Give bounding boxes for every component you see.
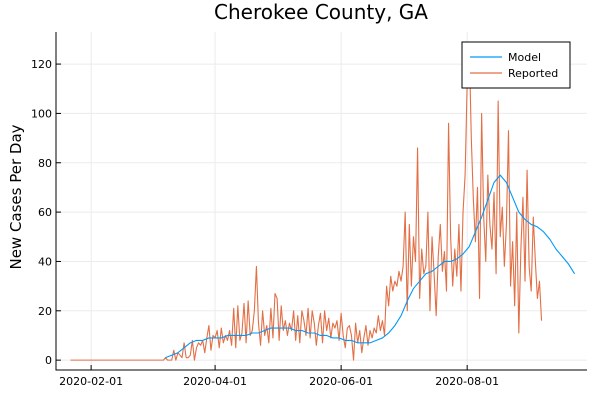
- y-tick-label: 120: [31, 58, 52, 71]
- series-model-line: [165, 174, 576, 359]
- legend-label-reported: Reported: [508, 67, 558, 80]
- y-tick-label: 80: [38, 157, 52, 170]
- series-layer: [70, 43, 576, 361]
- legend-box: [461, 41, 571, 89]
- legend-label-model: Model: [508, 51, 541, 64]
- x-tick-label: 2020-06-01: [309, 375, 373, 388]
- tick-layer: 0 20 40 60 80 100 120 2020-02-01 2020-04-01 2020-…: [31, 58, 499, 388]
- y-tick-label: 100: [31, 107, 52, 120]
- x-tick-label: 2020-04-01: [183, 375, 247, 388]
- axis-frame: [55, 32, 587, 371]
- x-tick-label: 2020-02-01: [59, 375, 123, 388]
- legend: Model Reported: [461, 41, 571, 89]
- y-axis-label: New Cases Per Day: [7, 124, 25, 269]
- y-tick-label: 60: [38, 206, 52, 219]
- y-tick-label: 40: [38, 255, 52, 268]
- y-tick-label: 20: [38, 305, 52, 318]
- x-tick-label: 2020-08-01: [435, 375, 499, 388]
- chart-title: Cherokee County, GA: [214, 0, 428, 24]
- series-reported-line: [70, 43, 543, 361]
- y-tick-label: 0: [45, 354, 52, 367]
